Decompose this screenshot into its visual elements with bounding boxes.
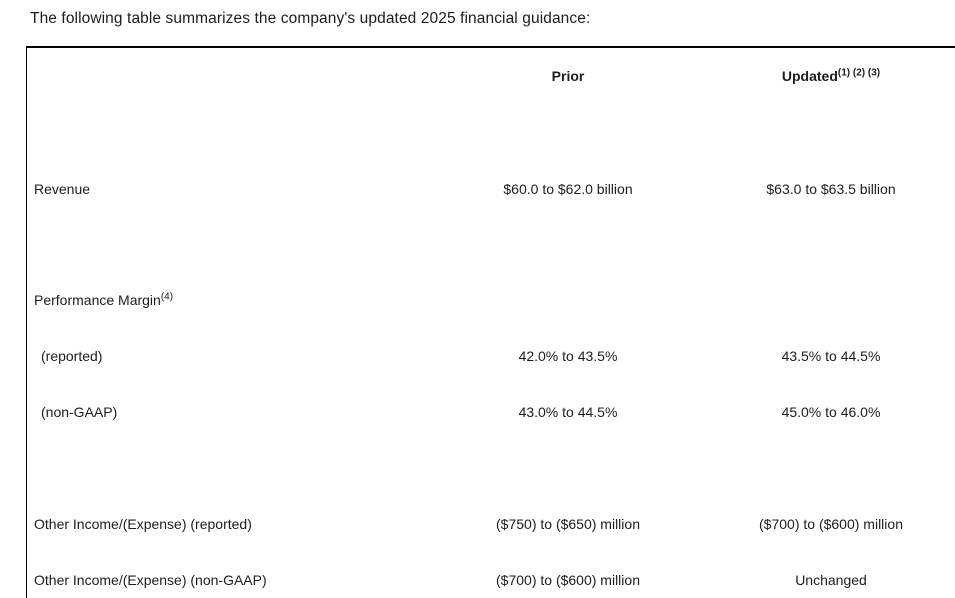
row-label: Revenue: [34, 181, 91, 197]
row-label: (reported): [41, 348, 103, 364]
row-label: Other Income/(Expense) (non-GAAP): [34, 572, 267, 588]
financial-guidance-table: Prior Updated(1) (2) (3) Revenue $60.0 t…: [26, 46, 955, 598]
row-label: (non-GAAP): [41, 404, 118, 420]
header-updated: Updated(1) (2) (3): [708, 68, 954, 84]
spacer-row: [27, 217, 955, 272]
row-prior-value: 43.0% to 44.5%: [518, 404, 618, 420]
row-prior-value: 42.0% to 43.5%: [518, 348, 618, 364]
row-label-text: Performance Margin: [34, 292, 161, 308]
header-updated-text: Updated: [781, 68, 838, 84]
row-updated-value: Unchanged: [795, 572, 867, 588]
row-label: Other Income/(Expense) (reported): [34, 516, 252, 532]
table-row-performance-margin: Performance Margin(4): [27, 272, 955, 328]
row-updated-value: 43.5% to 44.5%: [781, 348, 881, 364]
row-label: Performance Margin(4): [27, 292, 428, 308]
table-row-other-income-reported: Other Income/(Expense) (reported) ($750)…: [27, 496, 955, 552]
row-updated-value: 45.0% to 46.0%: [781, 404, 881, 420]
table-row-margin-non-gaap: (non-GAAP) 43.0% to 44.5% 45.0% to 46.0%: [27, 384, 955, 440]
row-label-superscript: (4): [160, 291, 174, 303]
row-prior-value: ($750) to ($650) million: [496, 516, 640, 532]
header-prior: Prior: [551, 68, 585, 84]
row-prior-value: $60.0 to $62.0 billion: [503, 181, 633, 197]
spacer-row: [27, 104, 955, 161]
table-row-other-income-non-gaap: Other Income/(Expense) (non-GAAP) ($700)…: [27, 552, 955, 598]
row-updated-value: $63.0 to $63.5 billion: [766, 181, 896, 197]
intro-text: The following table summarizes the compa…: [30, 10, 591, 27]
table-header-row: Prior Updated(1) (2) (3): [27, 48, 955, 104]
spacer-row: [27, 440, 955, 496]
header-updated-superscript: (1) (2) (3): [837, 67, 881, 79]
row-updated-value: ($700) to ($600) million: [759, 516, 903, 532]
row-prior-value: ($700) to ($600) million: [496, 572, 640, 588]
table-row-revenue: Revenue $60.0 to $62.0 billion $63.0 to …: [27, 161, 955, 217]
table-row-margin-reported: (reported) 42.0% to 43.5% 43.5% to 44.5%: [27, 328, 955, 384]
